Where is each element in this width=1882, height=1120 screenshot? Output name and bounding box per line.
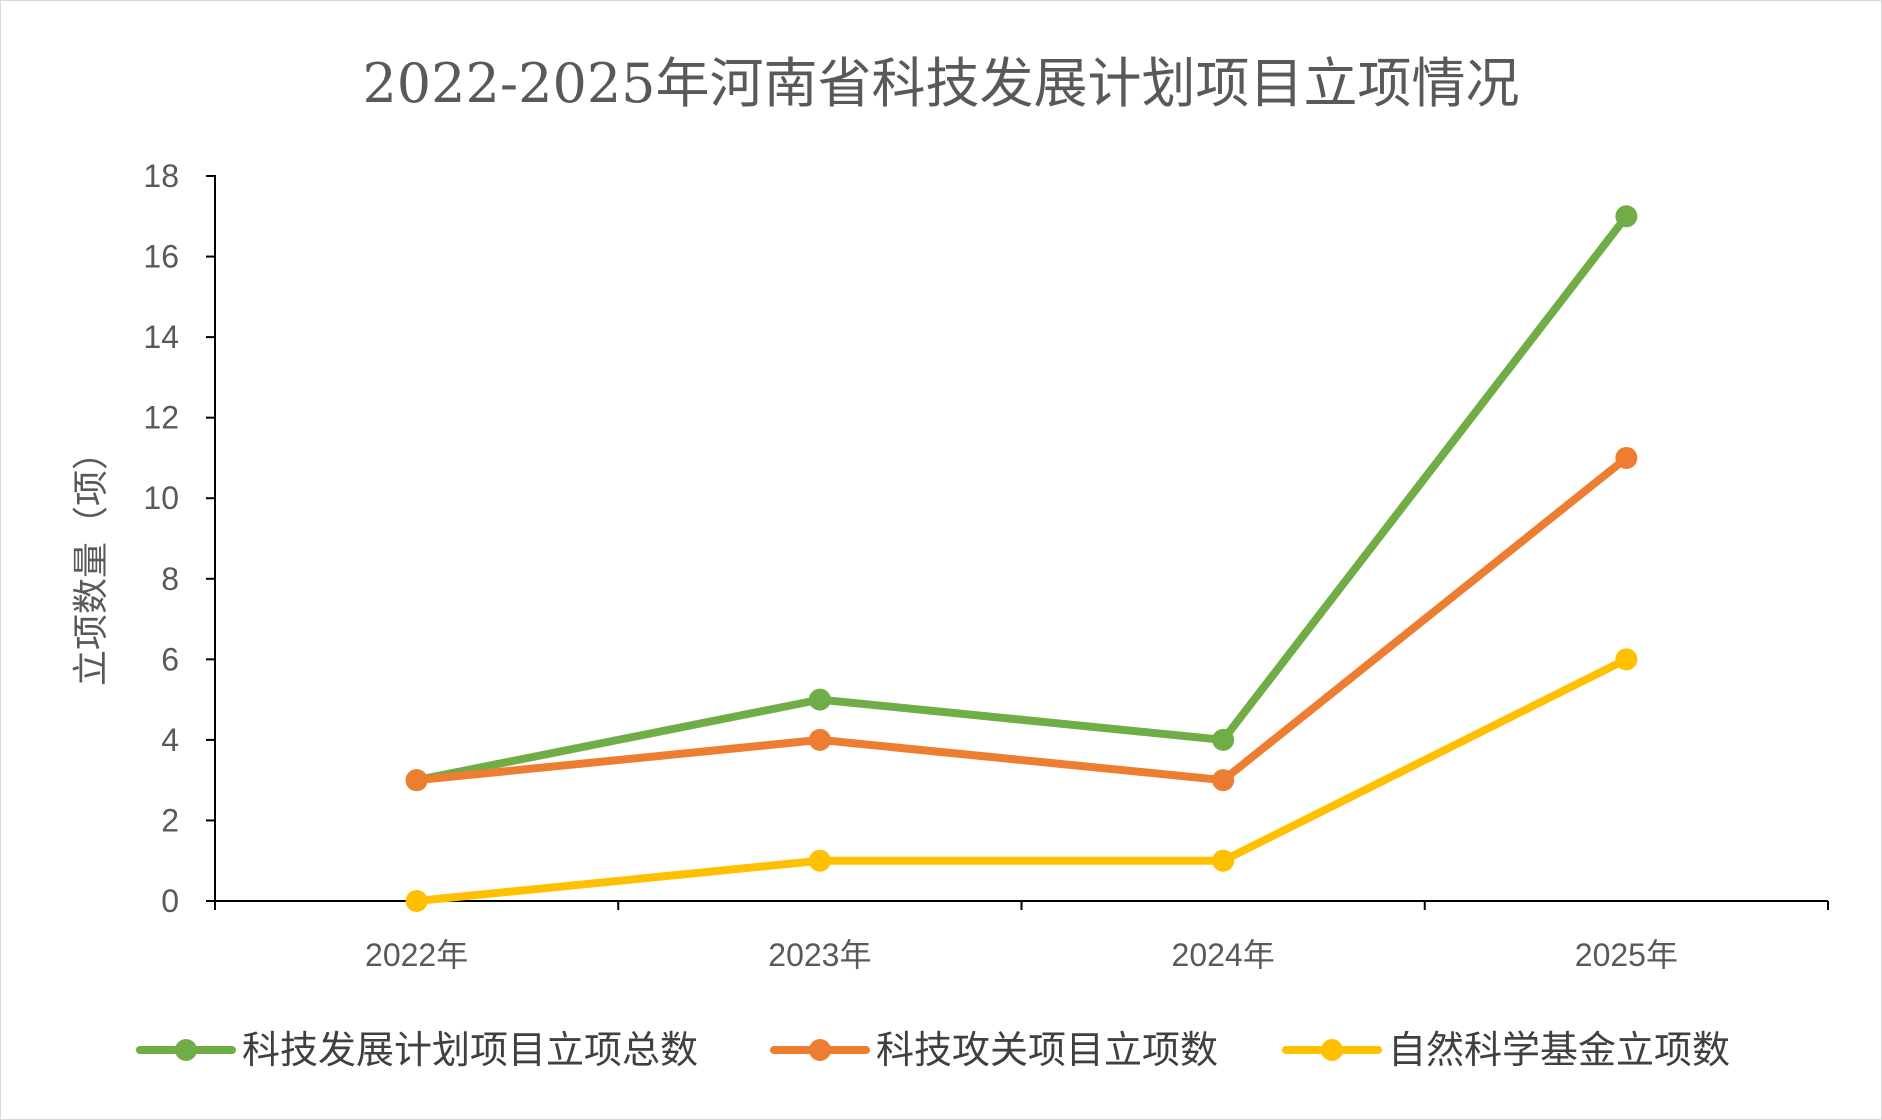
data-point [1615,648,1638,671]
x-tick-label: 2022年 [365,937,468,973]
y-tick-label: 6 [161,641,179,677]
data-point [808,728,831,751]
y-tick-label: 8 [161,561,179,597]
y-axis-label: 立项数量（项） [71,434,112,686]
series-1 [405,205,1638,792]
legend-label: 科技攻关项目立项数 [876,1028,1218,1072]
y-tick-label: 18 [143,158,179,194]
y-tick-label: 2 [161,802,179,838]
data-point [1212,769,1235,792]
chart-title: 2022-2025年河南省科技发展计划项目立项情况 [362,52,1519,115]
legend-item: 科技发展计划项目立项总数 [136,1028,698,1072]
data-point [405,890,428,912]
series-line [412,212,1631,785]
data-point [1212,849,1235,872]
x-tick-label: 2024年 [1172,937,1275,973]
legend-item: 自然科学基金立项数 [1282,1028,1730,1072]
series-3 [405,648,1638,912]
data-point [808,688,831,711]
series-line [412,453,1631,785]
legend-item: 科技攻关项目立项数 [770,1028,1218,1072]
y-tick-label: 14 [143,319,179,355]
legend-marker [175,1039,197,1061]
data-point [1212,728,1235,751]
x-tick-label: 2025年 [1575,937,1678,973]
series-2 [405,446,1638,792]
y-tick-label: 16 [143,239,179,275]
y-tick-label: 0 [161,883,179,919]
y-tick-label: 10 [143,480,179,516]
data-point [405,769,428,792]
legend-label: 自然科学基金立项数 [1388,1028,1730,1072]
legend-label: 科技发展计划项目立项总数 [242,1028,698,1072]
data-point [808,849,831,872]
y-tick-label: 4 [161,722,179,758]
data-point [1615,205,1638,228]
y-tick-label: 12 [143,400,179,436]
axes: 0 2 4 6 8 10 12 14 16 18 2022年 2023年 2024年 2025年 [143,158,1829,973]
x-tick-label: 2023年 [768,937,871,973]
legend-marker [1321,1039,1343,1061]
data-point [1615,446,1638,469]
legend: 科技发展计划项目立项总数 科技攻关项目立项数 自然科学基金立项数 [136,1028,1730,1072]
series-layer [405,205,1638,912]
legend-marker [809,1039,831,1061]
series-line [412,655,1631,905]
